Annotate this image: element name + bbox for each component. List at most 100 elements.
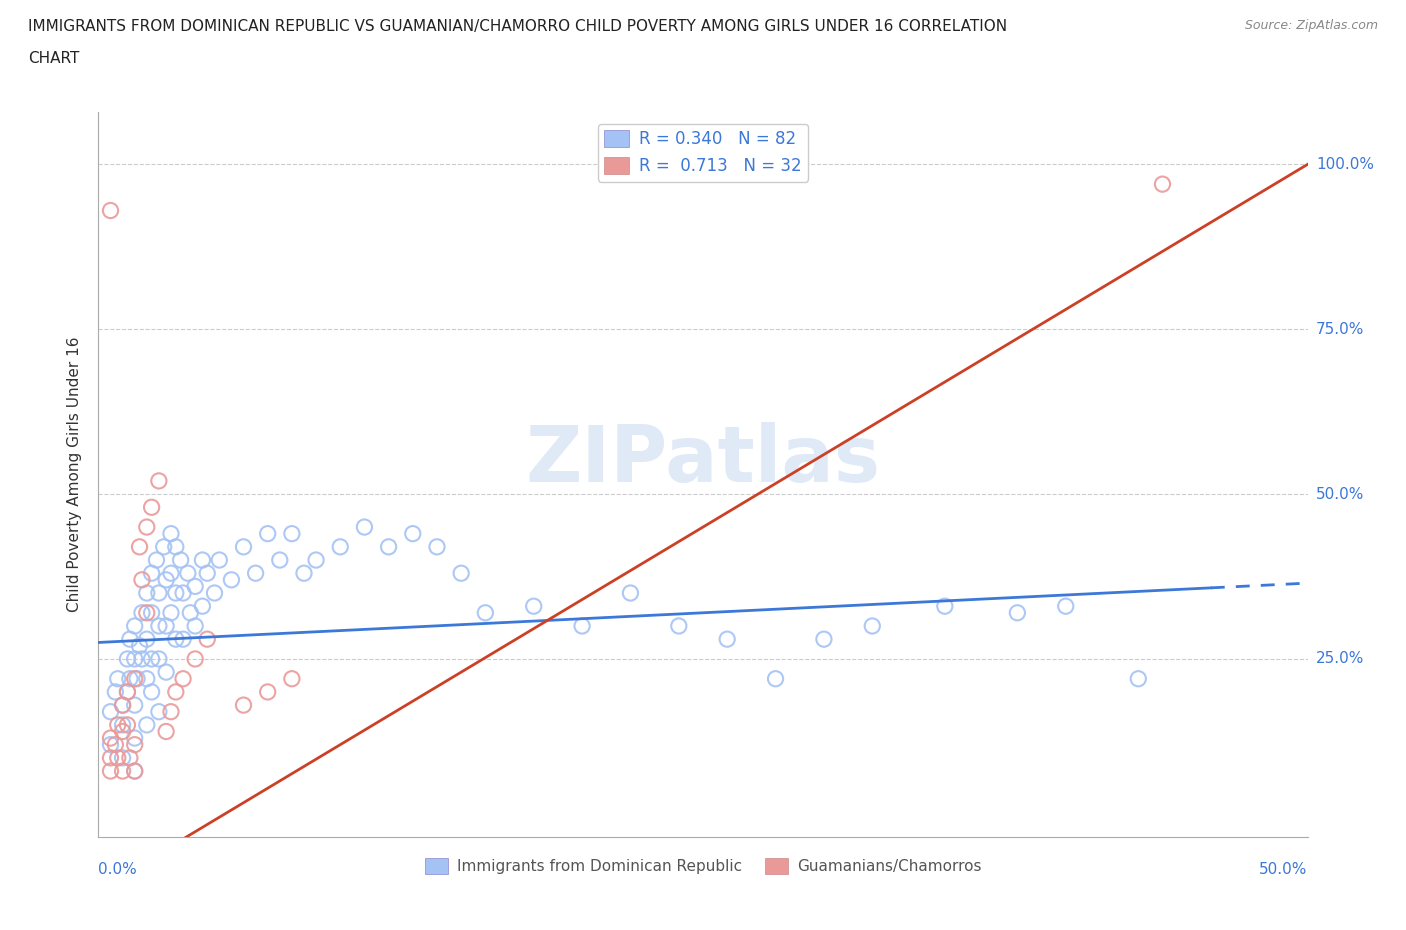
Point bbox=[141, 605, 163, 620]
Point bbox=[152, 539, 174, 554]
Point bbox=[104, 684, 127, 699]
Point bbox=[111, 717, 134, 732]
Point bbox=[124, 764, 146, 778]
Point bbox=[107, 717, 129, 732]
Point bbox=[571, 618, 593, 633]
Point bbox=[131, 652, 153, 667]
Point bbox=[100, 737, 122, 752]
Point bbox=[160, 565, 183, 580]
Text: IMMIGRANTS FROM DOMINICAN REPUBLIC VS GUAMANIAN/CHAMORRO CHILD POVERTY AMONG GIR: IMMIGRANTS FROM DOMINICAN REPUBLIC VS GU… bbox=[28, 19, 1007, 33]
Point bbox=[145, 552, 167, 567]
Point bbox=[135, 717, 157, 732]
Point bbox=[169, 552, 191, 567]
Point bbox=[111, 724, 134, 739]
Point bbox=[204, 586, 226, 601]
Point bbox=[160, 526, 183, 541]
Point bbox=[124, 698, 146, 712]
Point bbox=[177, 565, 200, 580]
Point bbox=[107, 751, 129, 765]
Text: 0.0%: 0.0% bbox=[98, 862, 138, 877]
Point bbox=[155, 724, 177, 739]
Point bbox=[668, 618, 690, 633]
Text: Source: ZipAtlas.com: Source: ZipAtlas.com bbox=[1244, 19, 1378, 32]
Point bbox=[148, 652, 170, 667]
Point bbox=[118, 671, 141, 686]
Point bbox=[111, 698, 134, 712]
Point bbox=[450, 565, 472, 580]
Point bbox=[124, 737, 146, 752]
Point bbox=[191, 599, 214, 614]
Point bbox=[117, 717, 139, 732]
Text: 25.0%: 25.0% bbox=[1316, 651, 1364, 667]
Text: 100.0%: 100.0% bbox=[1316, 157, 1374, 172]
Point bbox=[127, 671, 149, 686]
Point bbox=[191, 552, 214, 567]
Point bbox=[172, 631, 194, 646]
Point bbox=[135, 586, 157, 601]
Point bbox=[184, 652, 207, 667]
Point bbox=[100, 203, 122, 218]
Point bbox=[165, 586, 187, 601]
Point bbox=[118, 751, 141, 765]
Point bbox=[111, 698, 134, 712]
Point bbox=[117, 684, 139, 699]
Point bbox=[1054, 599, 1077, 614]
Point bbox=[172, 586, 194, 601]
Point bbox=[141, 652, 163, 667]
Point bbox=[135, 671, 157, 686]
Point bbox=[165, 684, 187, 699]
Point bbox=[160, 704, 183, 719]
Point bbox=[1128, 671, 1150, 686]
Point bbox=[860, 618, 883, 633]
Y-axis label: Child Poverty Among Girls Under 16: Child Poverty Among Girls Under 16 bbox=[67, 337, 83, 612]
Point bbox=[111, 751, 134, 765]
Point bbox=[128, 638, 150, 653]
Point bbox=[184, 618, 207, 633]
Point bbox=[107, 671, 129, 686]
Point bbox=[256, 526, 278, 541]
Text: CHART: CHART bbox=[28, 51, 80, 66]
Point bbox=[292, 565, 315, 580]
Point bbox=[1007, 605, 1029, 620]
Point bbox=[195, 631, 218, 646]
Point bbox=[232, 539, 254, 554]
Point bbox=[402, 526, 425, 541]
Point bbox=[281, 526, 304, 541]
Point bbox=[141, 565, 163, 580]
Text: 50.0%: 50.0% bbox=[1260, 862, 1308, 877]
Point bbox=[131, 605, 153, 620]
Legend: Immigrants from Dominican Republic, Guamanians/Chamorros: Immigrants from Dominican Republic, Guam… bbox=[419, 852, 987, 880]
Text: ZIPatlas: ZIPatlas bbox=[526, 422, 880, 498]
Point bbox=[104, 737, 127, 752]
Point bbox=[232, 698, 254, 712]
Point bbox=[184, 579, 207, 594]
Point bbox=[160, 605, 183, 620]
Point bbox=[474, 605, 496, 620]
Point bbox=[765, 671, 787, 686]
Point bbox=[155, 572, 177, 587]
Point bbox=[256, 684, 278, 699]
Point bbox=[165, 631, 187, 646]
Point bbox=[117, 684, 139, 699]
Point bbox=[124, 652, 146, 667]
Point bbox=[523, 599, 546, 614]
Point bbox=[148, 618, 170, 633]
Point bbox=[619, 586, 641, 601]
Point bbox=[135, 605, 157, 620]
Point bbox=[124, 731, 146, 746]
Point bbox=[269, 552, 291, 567]
Point bbox=[353, 520, 375, 535]
Point bbox=[172, 671, 194, 686]
Point bbox=[221, 572, 243, 587]
Point bbox=[100, 751, 122, 765]
Point bbox=[128, 539, 150, 554]
Point bbox=[117, 652, 139, 667]
Text: 75.0%: 75.0% bbox=[1316, 322, 1364, 337]
Point bbox=[100, 704, 122, 719]
Point bbox=[148, 704, 170, 719]
Point bbox=[179, 605, 201, 620]
Point bbox=[124, 764, 146, 778]
Point bbox=[426, 539, 449, 554]
Point bbox=[131, 572, 153, 587]
Point bbox=[100, 731, 122, 746]
